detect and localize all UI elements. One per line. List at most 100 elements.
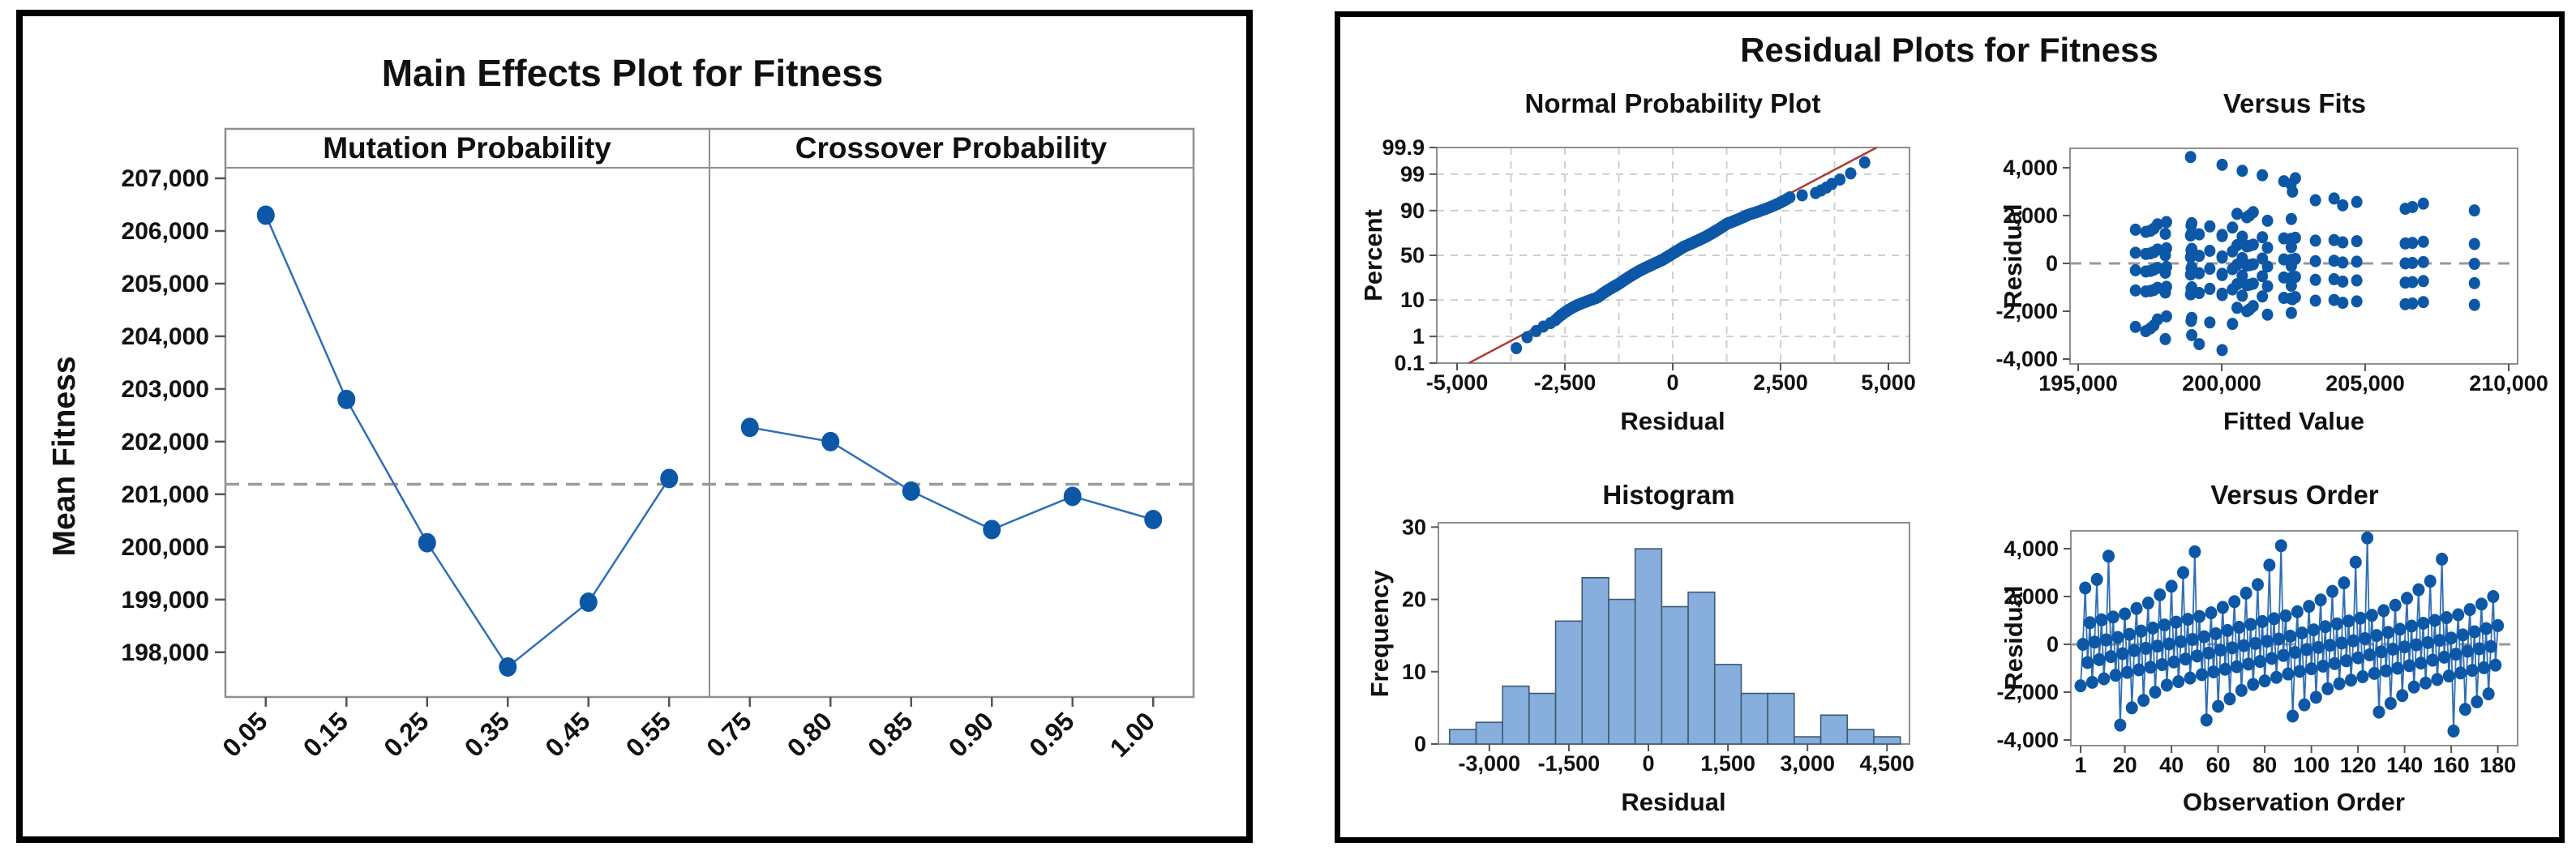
x-tick-label: 205,000 (2325, 371, 2405, 396)
data-point (2184, 229, 2197, 242)
data-point (1845, 167, 1857, 180)
main-effects-y-axis-label: Mean Fitness (47, 356, 82, 557)
data-point (2216, 251, 2228, 264)
data-point (2226, 641, 2239, 655)
y-tick-label: -4,000 (1996, 728, 2059, 752)
histogram-bar (1475, 721, 1503, 745)
data-point (2328, 656, 2341, 670)
data-point (2415, 656, 2428, 670)
data-point (2377, 604, 2390, 618)
y-tick-label: 2,000 (2004, 584, 2059, 609)
y-tick-label: 0 (2046, 251, 2058, 276)
data-point (2396, 689, 2409, 703)
data-point (2193, 228, 2205, 241)
data-point (2361, 531, 2374, 545)
data-point (2342, 614, 2355, 628)
data-point (2218, 662, 2231, 676)
x-tick-label: 80 (2252, 753, 2277, 777)
data-point (2204, 316, 2216, 329)
x-tick-label: 120 (2340, 753, 2377, 777)
data-point (983, 520, 1001, 540)
x-tick-label: -2,500 (1534, 370, 1597, 395)
data-point (2084, 616, 2096, 630)
versus-fits-title: Versus Fits (2222, 88, 2367, 118)
data-point (2417, 275, 2429, 288)
axis-frame (2070, 530, 2518, 746)
data-point (2364, 648, 2376, 661)
x-tick-label: 0.35 (459, 706, 515, 762)
data-point (2468, 204, 2480, 217)
data-point (2447, 724, 2460, 738)
data-point (2351, 651, 2364, 665)
data-point (2417, 255, 2429, 268)
y-tick-label: 2,000 (2003, 203, 2058, 228)
x-tick-label: 180 (2480, 753, 2516, 777)
data-point (2298, 698, 2311, 712)
data-point (2244, 278, 2256, 291)
y-tick-label: 10 (1400, 288, 1425, 312)
data-point (2186, 329, 2198, 341)
data-point (2263, 558, 2276, 572)
x-tick-label: 160 (2433, 753, 2470, 777)
data-point (2159, 332, 2171, 345)
data-point (2186, 216, 2198, 229)
main-effects-figure: 198,000 199,000 200,000 201,000 202,000 203,0… (16, 10, 1253, 843)
data-point (2458, 703, 2471, 716)
data-point (2277, 648, 2290, 662)
x-tick-label: 1,500 (1700, 751, 1755, 776)
main-effects-canvas: 198,000 199,000 200,000 201,000 202,000 203,0… (122, 127, 1195, 763)
histogram-bar (1554, 620, 1584, 745)
data-point (2129, 284, 2141, 297)
data-point (2252, 578, 2264, 592)
data-point (2247, 300, 2259, 313)
y-tick-label: 198,000 (122, 639, 209, 666)
data-point (2337, 256, 2349, 269)
x-tick-label: 3,000 (1780, 751, 1835, 776)
data-point (2202, 646, 2215, 660)
data-point (2237, 639, 2250, 652)
data-point (2151, 261, 2163, 274)
data-point (2184, 250, 2197, 263)
data-point (2438, 650, 2450, 664)
histogram-bar (1661, 605, 1689, 745)
y-tick-label: 50 (1400, 243, 1425, 267)
data-point (2324, 639, 2337, 652)
data-point (2337, 297, 2349, 310)
data-point (2193, 609, 2206, 623)
data-point (2160, 678, 2173, 692)
data-point (2231, 660, 2244, 674)
data-point (2407, 680, 2420, 694)
histogram-bar (1767, 692, 1795, 745)
data-point (256, 205, 275, 225)
data-point (2123, 627, 2136, 641)
data-point (499, 656, 517, 677)
x-tick-label: 0.45 (539, 706, 595, 762)
data-point (2258, 674, 2271, 688)
y-tick-label: -2,000 (1995, 299, 2058, 323)
data-point (2445, 631, 2458, 645)
data-point (2261, 242, 2274, 254)
x-tick-label: 100 (2293, 753, 2330, 777)
data-point (2111, 631, 2124, 644)
y-tick-label: 30 (1402, 515, 1426, 539)
data-point (2216, 158, 2228, 171)
data-point (2104, 650, 2117, 664)
data-point (2129, 320, 2141, 333)
data-point (2167, 655, 2180, 669)
x-tick-label: 1 (2074, 753, 2086, 777)
data-point (2200, 713, 2213, 727)
data-point (2468, 258, 2480, 271)
data-point (2135, 624, 2148, 638)
data-point (2370, 629, 2383, 643)
data-point (2261, 635, 2274, 648)
data-point (2186, 632, 2199, 646)
histogram-x-axis-label: Residual (1621, 788, 1726, 816)
y-tick-label: -4,000 (1995, 347, 2058, 371)
data-point (2442, 669, 2455, 683)
data-point (1144, 510, 1163, 530)
x-tick-label: 4,500 (1860, 751, 1915, 776)
residual-plots-figure: 0.1 1 10 50 90 99 99.9 -5,000 -2,500 0 2,500 5,000-… (1335, 11, 2565, 843)
data-point (2477, 661, 2490, 674)
data-point (2231, 278, 2244, 291)
data-point (2129, 246, 2141, 259)
